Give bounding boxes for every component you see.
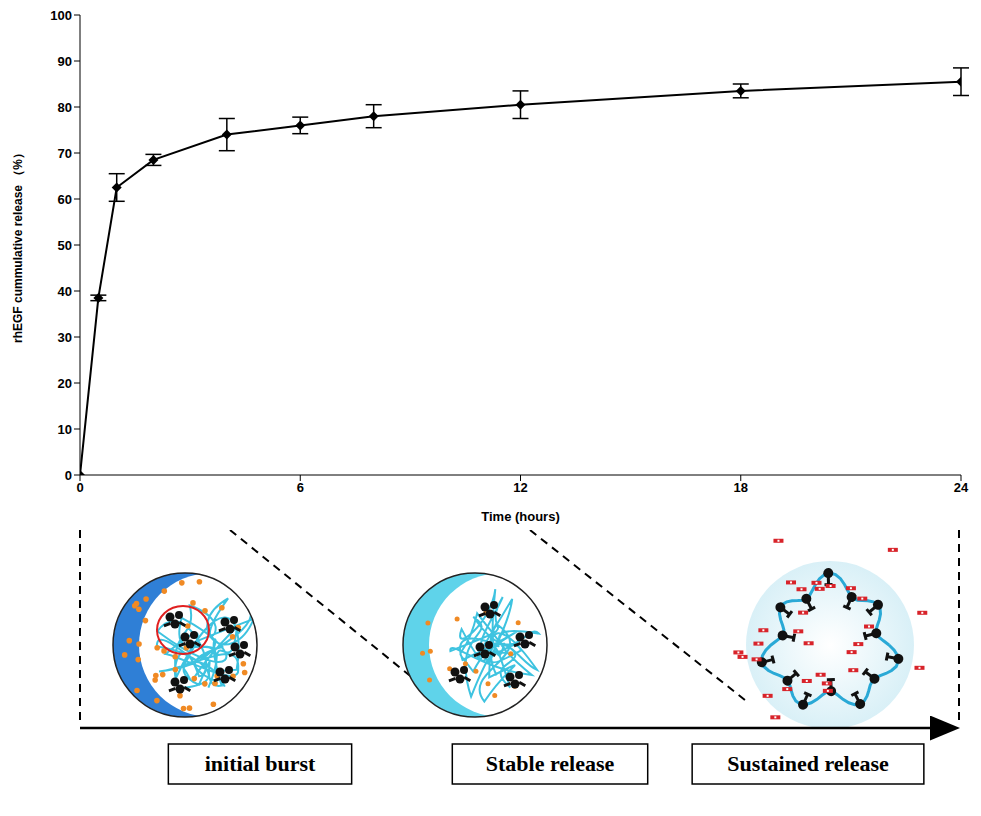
svg-text:10: 10 [58, 422, 72, 437]
svg-text:initial burst: initial burst [205, 751, 316, 776]
svg-text:40: 40 [58, 284, 72, 299]
svg-text:6: 6 [297, 480, 304, 495]
svg-text:80: 80 [58, 100, 72, 115]
svg-text:24: 24 [954, 480, 969, 495]
svg-text:0: 0 [76, 480, 83, 495]
svg-text:Time (hours): Time (hours) [481, 509, 560, 524]
svg-text:Stable release: Stable release [486, 751, 615, 776]
svg-text:50: 50 [58, 238, 72, 253]
svg-text:60: 60 [58, 192, 72, 207]
svg-text:100: 100 [50, 8, 72, 23]
svg-text:30: 30 [58, 330, 72, 345]
svg-text:20: 20 [58, 376, 72, 391]
svg-text:0: 0 [65, 468, 72, 483]
svg-text:90: 90 [58, 54, 72, 69]
svg-text:Sustained release: Sustained release [727, 751, 889, 776]
svg-text:70: 70 [58, 146, 72, 161]
svg-text:rhEGF cummulative release （%）: rhEGF cummulative release （%） [11, 147, 25, 343]
svg-text:12: 12 [513, 480, 527, 495]
svg-text:18: 18 [734, 480, 748, 495]
